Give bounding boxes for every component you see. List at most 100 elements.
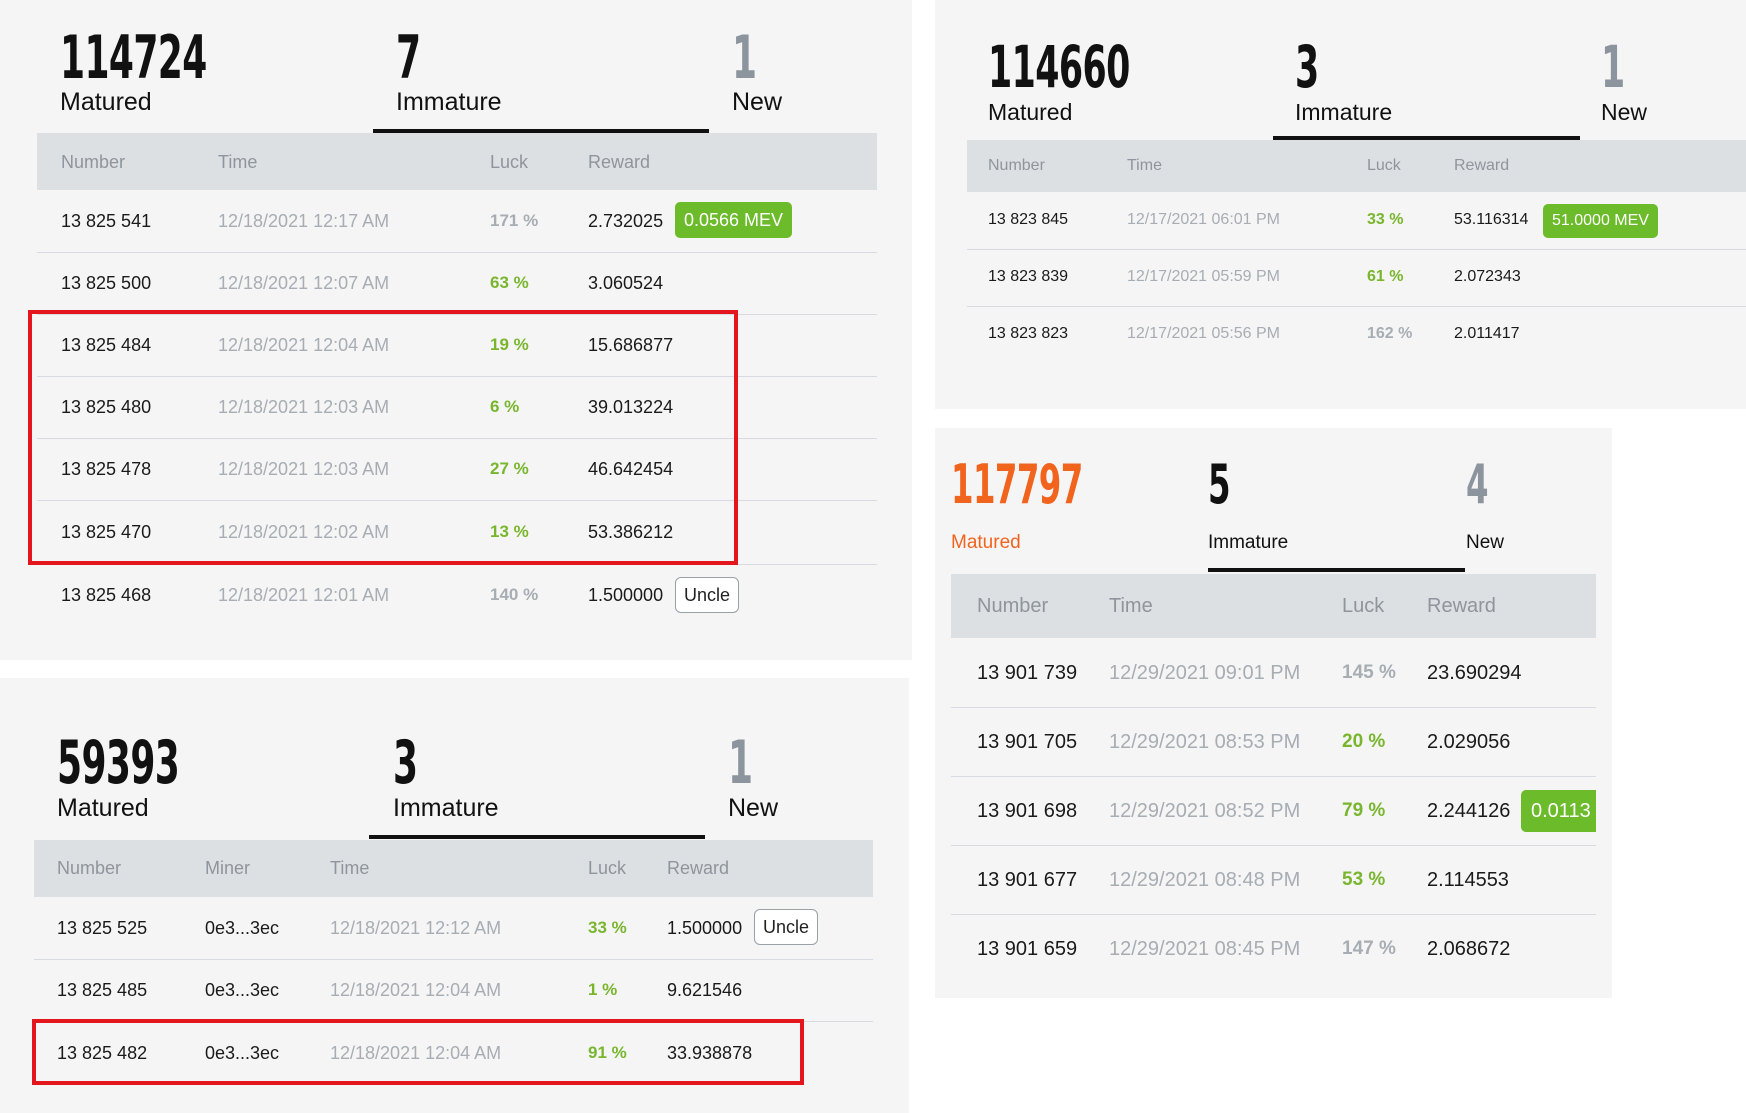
block-reward: 2.072343 (1454, 268, 1521, 285)
table-row[interactable]: 13 823 839 12/17/2021 05:59 PM 61 % 2.07… (967, 249, 1746, 307)
block-number[interactable]: 13 825 468 (61, 585, 152, 605)
block-reward: 39.013224 (588, 397, 674, 417)
block-time: 12/29/2021 08:45 PM (1109, 938, 1301, 960)
matured-label: Matured (951, 532, 1021, 553)
block-luck: 79 % (1342, 800, 1386, 821)
immature-label: Immature (1295, 99, 1393, 125)
blocks-panel-c: 59393 Matured 3 Immature 1 New Number Mi… (0, 678, 909, 1113)
block-reward: 3.060524 (588, 273, 664, 293)
block-number[interactable]: 13 825 485 (57, 980, 148, 1000)
table-row[interactable]: 13 823 823 12/17/2021 05:56 PM 162 % 2.0… (967, 306, 1746, 363)
block-time: 12/18/2021 12:03 AM (218, 397, 390, 417)
block-miner[interactable]: 0e3...3ec (205, 1043, 280, 1063)
matured-label: Matured (60, 88, 152, 116)
column-header-time: Time (330, 858, 370, 878)
block-time: 12/18/2021 12:02 AM (218, 522, 390, 542)
table-row[interactable]: 13 825 484 12/18/2021 12:04 AM 19 % 15.6… (37, 314, 877, 377)
new-count: 1 (728, 728, 753, 798)
block-luck: 171 % (490, 211, 539, 230)
block-number[interactable]: 13 825 480 (61, 397, 152, 417)
new-count: 4 (1466, 453, 1489, 516)
new-count: 1 (732, 23, 757, 93)
blocks-panel-b: 114660 Matured 3 Immature 1 New Number T… (935, 0, 1746, 409)
block-miner[interactable]: 0e3...3ec (205, 980, 280, 1000)
highlight-box (32, 1019, 804, 1085)
block-reward: 53.116314 (1454, 211, 1529, 228)
block-luck: 13 % (490, 522, 529, 541)
block-reward: 2.114553 (1427, 869, 1509, 891)
table-row[interactable]: 13 823 845 12/17/2021 06:01 PM 33 % 53.1… (967, 192, 1746, 250)
column-header-time: Time (218, 152, 258, 172)
immature-count: 7 (396, 23, 421, 93)
highlight-box (28, 310, 738, 565)
matured-count: 117797 (951, 453, 1083, 516)
immature-label: Immature (393, 794, 499, 822)
block-number[interactable]: 13 823 839 (988, 268, 1069, 285)
mev-badge: 0.0566 MEV (675, 202, 793, 238)
column-header-time: Time (1127, 157, 1162, 174)
block-number[interactable]: 13 823 823 (988, 325, 1069, 342)
table-row[interactable]: 13 825 468 12/18/2021 12:01 AM 140 % 1.5… (37, 564, 877, 626)
block-reward: 2.029056 (1427, 731, 1511, 753)
table-row[interactable]: 13 901 705 12/29/2021 08:53 PM 20 % 2.02… (951, 707, 1596, 777)
active-tab-indicator (1273, 136, 1580, 140)
immature-count: 3 (1295, 33, 1319, 101)
table-row[interactable]: 13 825 500 12/18/2021 12:07 AM 63 % 3.06… (37, 252, 877, 315)
block-reward: 53.386212 (588, 522, 674, 542)
block-luck: 61 % (1367, 268, 1404, 285)
table-row[interactable]: 13 901 698 12/29/2021 08:52 PM 79 % 2.24… (951, 776, 1596, 846)
table-row[interactable]: 13 901 677 12/29/2021 08:48 PM 53 % 2.11… (951, 845, 1596, 915)
block-time: 12/17/2021 06:01 PM (1127, 211, 1281, 228)
table-row[interactable]: 13 901 659 12/29/2021 08:45 PM 147 % 2.0… (951, 914, 1596, 983)
block-number[interactable]: 13 825 484 (61, 335, 152, 355)
block-time: 12/18/2021 12:17 AM (218, 211, 390, 231)
block-number[interactable]: 13 825 525 (57, 918, 148, 938)
table-row[interactable]: 13 825 482 0e3...3ec 12/18/2021 12:04 AM… (34, 1021, 873, 1083)
block-number[interactable]: 13 825 541 (61, 211, 152, 231)
block-time: 12/17/2021 05:59 PM (1127, 268, 1281, 285)
block-number[interactable]: 13 901 677 (977, 869, 1078, 891)
table-row[interactable]: 13 825 485 0e3...3ec 12/18/2021 12:04 AM… (34, 959, 873, 1022)
table-row[interactable]: 13 825 480 12/18/2021 12:03 AM 6 % 39.01… (37, 376, 877, 439)
block-number[interactable]: 13 825 478 (61, 459, 152, 479)
matured-label: Matured (57, 794, 149, 822)
block-luck: 53 % (1342, 869, 1386, 890)
block-miner[interactable]: 0e3...3ec (205, 918, 280, 938)
table-row[interactable]: 13 825 478 12/18/2021 12:03 AM 27 % 46.6… (37, 438, 877, 501)
column-header-luck: Luck (490, 152, 529, 172)
block-number[interactable]: 13 901 659 (977, 938, 1078, 960)
table-header: Number Time Luck Reward (967, 140, 1746, 192)
block-reward: 2.732025 (588, 211, 664, 231)
block-number[interactable]: 13 901 698 (977, 800, 1078, 822)
immature-count: 5 (1208, 453, 1231, 516)
column-header-reward: Reward (1454, 157, 1510, 174)
table-row[interactable]: 13 901 739 12/29/2021 09:01 PM 145 % 23.… (951, 638, 1596, 708)
block-time: 12/29/2021 08:48 PM (1109, 869, 1301, 891)
block-number[interactable]: 13 901 739 (977, 662, 1078, 684)
active-tab-indicator (369, 835, 705, 839)
block-number[interactable]: 13 823 845 (988, 211, 1069, 228)
block-luck: 147 % (1342, 938, 1396, 959)
block-luck: 91 % (588, 1043, 627, 1062)
block-luck: 19 % (490, 335, 529, 354)
block-number[interactable]: 13 825 470 (61, 522, 152, 542)
table-row[interactable]: 13 825 541 12/18/2021 12:17 AM 171 % 2.7… (37, 190, 877, 253)
block-number[interactable]: 13 825 500 (61, 273, 152, 293)
block-reward: 2.011417 (1454, 325, 1520, 342)
active-tab-indicator (373, 129, 709, 133)
column-header-miner: Miner (205, 858, 251, 878)
block-number[interactable]: 13 901 705 (977, 731, 1078, 753)
column-header-number: Number (57, 858, 122, 878)
block-luck: 140 % (490, 585, 539, 604)
matured-count: 114724 (60, 23, 207, 93)
block-number[interactable]: 13 825 482 (57, 1043, 148, 1063)
new-label: New (732, 88, 783, 116)
table-row[interactable]: 13 825 525 0e3...3ec 12/18/2021 12:12 AM… (34, 897, 873, 960)
immature-count: 3 (393, 728, 418, 798)
block-luck: 162 % (1367, 325, 1413, 342)
block-luck: 145 % (1342, 662, 1396, 683)
column-header-luck: Luck (1342, 595, 1385, 617)
block-time: 12/29/2021 08:52 PM (1109, 800, 1301, 822)
block-reward: 46.642454 (588, 459, 674, 479)
block-reward: 15.686877 (588, 335, 674, 355)
